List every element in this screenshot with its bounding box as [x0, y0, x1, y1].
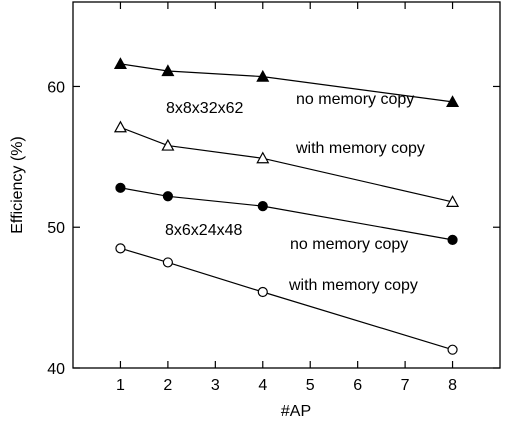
x-axis-label: #AP — [281, 403, 311, 420]
series-3-point — [115, 243, 126, 254]
annotation-b-with-copy: with memory copy — [288, 277, 418, 294]
series-1-line — [120, 126, 453, 203]
series-3-point — [257, 286, 268, 298]
series-0-point — [446, 95, 460, 108]
series-0-point — [256, 69, 270, 82]
plot-frame — [72, 1, 501, 369]
series-2-point — [257, 201, 268, 212]
series-1-point — [113, 120, 127, 133]
annotation-group-a: 8x8x32x62 — [166, 100, 243, 117]
series-0-point — [113, 57, 127, 70]
series-0-line — [120, 63, 453, 103]
series-1-point — [446, 195, 460, 207]
x-tick-label: 3 — [211, 377, 220, 394]
annotation-group-b: 8x6x24x48 — [165, 222, 242, 239]
series-2-point — [115, 182, 126, 193]
x-tick-label: 4 — [258, 377, 267, 394]
x-tick-label: 6 — [353, 377, 362, 394]
series-2-point — [162, 191, 173, 202]
y-tick-label: 50 — [47, 220, 65, 237]
series-2-point — [447, 234, 458, 245]
series-1-point — [256, 151, 270, 164]
series-1-point — [161, 138, 175, 151]
x-tick-label: 7 — [401, 377, 410, 394]
annotation-a-with-copy: with memory copy — [295, 140, 425, 157]
series-0-point — [161, 64, 175, 77]
series-2-line — [120, 187, 453, 241]
y-tick-label: 60 — [47, 79, 65, 96]
x-tick-label: 5 — [306, 377, 315, 394]
series-3-point — [447, 344, 458, 355]
series-3-line — [120, 247, 453, 351]
series-3-point — [162, 257, 173, 268]
y-tick-label: 40 — [47, 361, 65, 378]
annotation-b-no-copy: no memory copy — [290, 236, 408, 253]
y-axis-label: Efficiency (%) — [9, 136, 26, 234]
x-tick-label: 2 — [163, 377, 172, 394]
annotation-a-no-copy: no memory copy — [296, 91, 414, 108]
x-tick-label: 8 — [448, 377, 457, 394]
x-tick-label: 1 — [116, 377, 125, 394]
